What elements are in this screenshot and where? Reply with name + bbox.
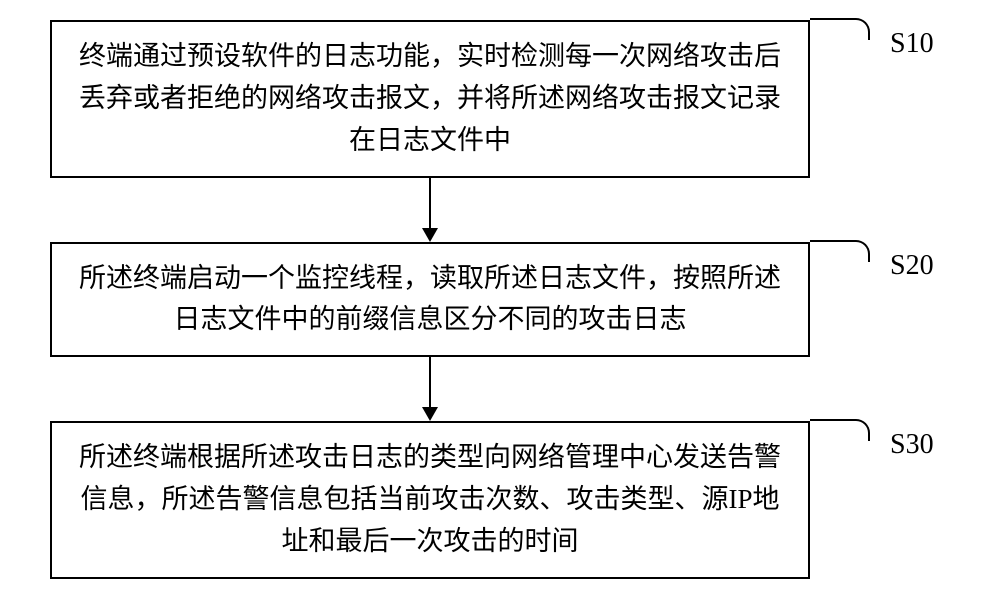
arrow-1	[50, 178, 810, 242]
step-label-s20: S20	[890, 250, 934, 282]
arrow-head-2	[422, 407, 438, 421]
flowchart-container: 终端通过预设软件的日志功能，实时检测每一次网络攻击后丢弃或者拒绝的网络攻击报文，…	[50, 20, 950, 579]
step-text-s20: 所述终端启动一个监控线程，读取所述日志文件，按照所述日志文件中的前缀信息区分不同…	[72, 258, 788, 342]
arrow-head-1	[422, 228, 438, 242]
connector-s20	[810, 240, 870, 262]
step-text-s30: 所述终端根据所述攻击日志的类型向网络管理中心发送告警信息，所述告警信息包括当前攻…	[72, 437, 788, 563]
step-box-s10: 终端通过预设软件的日志功能，实时检测每一次网络攻击后丢弃或者拒绝的网络攻击报文，…	[50, 20, 810, 178]
step-row-s10: 终端通过预设软件的日志功能，实时检测每一次网络攻击后丢弃或者拒绝的网络攻击报文，…	[50, 20, 950, 178]
step-label-s30: S30	[890, 429, 934, 461]
step-label-s10: S10	[890, 28, 934, 60]
step-box-s30: 所述终端根据所述攻击日志的类型向网络管理中心发送告警信息，所述告警信息包括当前攻…	[50, 421, 810, 579]
step-row-s20: 所述终端启动一个监控线程，读取所述日志文件，按照所述日志文件中的前缀信息区分不同…	[50, 242, 950, 358]
step-row-s30: 所述终端根据所述攻击日志的类型向网络管理中心发送告警信息，所述告警信息包括当前攻…	[50, 421, 950, 579]
step-text-s10: 终端通过预设软件的日志功能，实时检测每一次网络攻击后丢弃或者拒绝的网络攻击报文，…	[72, 36, 788, 162]
arrow-line-1	[429, 178, 431, 228]
connector-s30	[810, 419, 870, 441]
arrow-line-2	[429, 357, 431, 407]
connector-s10	[810, 18, 870, 40]
arrow-2	[50, 357, 810, 421]
step-box-s20: 所述终端启动一个监控线程，读取所述日志文件，按照所述日志文件中的前缀信息区分不同…	[50, 242, 810, 358]
